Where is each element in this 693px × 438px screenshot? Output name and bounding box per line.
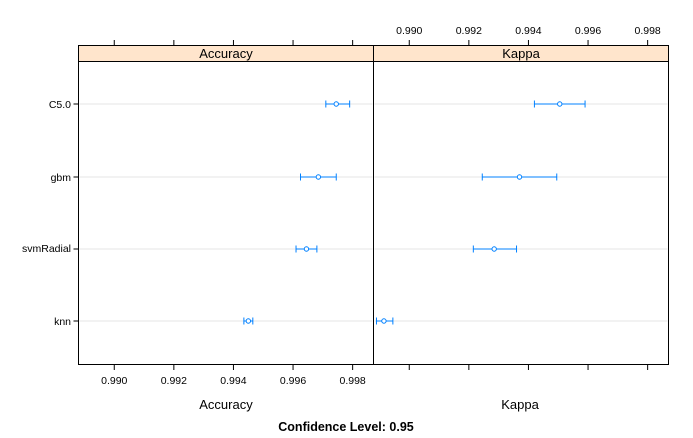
y-label-c5: C5.0 [49,99,71,111]
y-label-svmradial: svmRadial [22,243,71,255]
kappa-strip [373,45,669,62]
accuracy-axis-title: Accuracy [199,397,253,412]
estimate-point [381,318,387,324]
ci-mark-accuracy-svmradial [295,245,318,253]
estimate-point [491,246,497,252]
kappa-tick-label: 0.990 [396,25,422,37]
accuracy-tick-label: 0.998 [340,375,366,387]
data-marks [243,100,586,325]
y-label-knn: knn [54,316,71,328]
accuracy-tick-label: 0.992 [161,375,187,387]
ci-mark-kappa-gbm [481,173,558,181]
estimate-point [303,246,310,252]
accuracy-tick-label: 0.994 [220,375,246,387]
estimate-point [557,101,563,107]
ci-mark-accuracy-gbm [299,173,337,181]
ci-mark-kappa-knn [375,317,394,325]
ci-mark-kappa-c50 [533,100,586,108]
accuracy-tick-label: 0.990 [101,375,127,387]
kappa-tick-label: 0.996 [575,25,601,37]
accuracy-strip-label: Accuracy [199,46,253,61]
ci-mark-kappa-svmradial [472,245,518,253]
kappa-panel-frame [373,45,669,365]
accuracy-tick-label: 0.996 [280,375,306,387]
accuracy-panel-frame [78,45,374,365]
estimate-point [245,318,252,324]
ci-mark-accuracy-knn [243,317,254,325]
kappa-tick-label: 0.992 [456,25,482,37]
estimate-point [315,174,322,180]
kappa-tick-label: 0.994 [515,25,541,37]
ci-mark-accuracy-c50 [325,100,351,108]
kappa-tick-label: 0.998 [635,25,661,37]
confidence-level-label: Confidence Level: 0.95 [278,420,414,434]
estimate-point [516,174,523,180]
kappa-axis-title: Kappa [501,397,539,412]
y-label-gbm: gbm [51,172,72,184]
kappa-strip-label: Kappa [502,46,540,61]
estimate-point [333,101,339,107]
gridlines [79,103,668,322]
axes [73,40,649,370]
